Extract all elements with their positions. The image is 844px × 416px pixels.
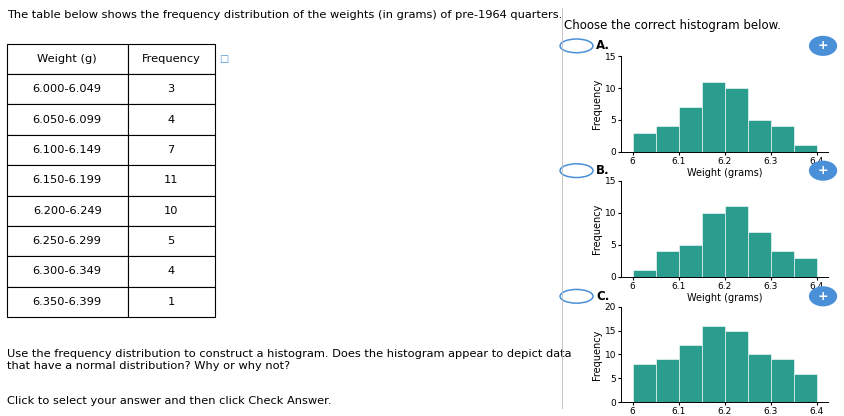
Bar xyxy=(127,196,214,226)
Bar xyxy=(7,226,127,256)
Bar xyxy=(7,287,127,317)
Text: +: + xyxy=(817,164,827,177)
Text: 5: 5 xyxy=(167,236,175,246)
Bar xyxy=(7,44,127,74)
Bar xyxy=(127,74,214,104)
X-axis label: Weight (grams): Weight (grams) xyxy=(686,168,761,178)
Bar xyxy=(793,146,815,152)
Text: Choose the correct histogram below.: Choose the correct histogram below. xyxy=(563,19,780,32)
Text: Click to select your answer and then click Check Answer.: Click to select your answer and then cli… xyxy=(7,396,331,406)
Bar xyxy=(7,74,127,104)
Bar xyxy=(770,251,793,277)
Bar xyxy=(724,330,747,402)
Bar xyxy=(770,126,793,152)
Bar xyxy=(127,287,214,317)
Text: 3: 3 xyxy=(167,84,175,94)
Text: 11: 11 xyxy=(164,175,178,186)
Bar xyxy=(678,345,701,402)
Text: Frequency: Frequency xyxy=(142,54,200,64)
Text: Use the frequency distribution to construct a histogram. Does the histogram appe: Use the frequency distribution to constr… xyxy=(7,349,571,371)
Bar xyxy=(724,206,747,277)
Text: 4: 4 xyxy=(167,114,175,125)
Bar xyxy=(7,256,127,287)
Bar xyxy=(7,104,127,135)
Text: 6.200-6.249: 6.200-6.249 xyxy=(33,206,101,216)
Bar xyxy=(747,354,770,402)
Bar xyxy=(701,213,724,277)
Text: 7: 7 xyxy=(167,145,175,155)
Bar xyxy=(632,364,655,402)
Bar xyxy=(7,165,127,196)
Bar xyxy=(747,120,770,152)
Circle shape xyxy=(808,286,836,306)
Bar xyxy=(678,245,701,277)
Bar xyxy=(127,256,214,287)
Bar xyxy=(655,126,678,152)
Circle shape xyxy=(808,36,836,56)
Text: 6.100-6.149: 6.100-6.149 xyxy=(33,145,101,155)
Text: B.: B. xyxy=(596,164,609,177)
Text: 6.150-6.199: 6.150-6.199 xyxy=(33,175,101,186)
Text: The table below shows the frequency distribution of the weights (in grams) of pr: The table below shows the frequency dist… xyxy=(7,10,561,20)
Text: 6.000-6.049: 6.000-6.049 xyxy=(33,84,101,94)
Bar xyxy=(7,196,127,226)
Bar xyxy=(678,107,701,152)
Y-axis label: Frequency: Frequency xyxy=(592,79,601,129)
Circle shape xyxy=(808,161,836,181)
Bar xyxy=(655,251,678,277)
Text: +: + xyxy=(817,40,827,52)
Bar xyxy=(127,135,214,165)
Bar xyxy=(701,82,724,152)
Text: C.: C. xyxy=(596,290,609,303)
X-axis label: Weight (grams): Weight (grams) xyxy=(686,293,761,303)
Bar xyxy=(127,226,214,256)
Text: □: □ xyxy=(219,54,228,64)
Text: 6.250-6.299: 6.250-6.299 xyxy=(33,236,101,246)
Text: 1: 1 xyxy=(167,297,175,307)
Bar xyxy=(770,359,793,402)
Text: Weight (g): Weight (g) xyxy=(37,54,97,64)
Text: 10: 10 xyxy=(164,206,178,216)
Bar xyxy=(127,104,214,135)
Bar xyxy=(724,88,747,152)
Y-axis label: Frequency: Frequency xyxy=(592,203,601,254)
Bar xyxy=(747,232,770,277)
Text: 6.300-6.349: 6.300-6.349 xyxy=(33,266,101,277)
Bar xyxy=(632,133,655,152)
Bar xyxy=(127,44,214,74)
Text: 6.050-6.099: 6.050-6.099 xyxy=(33,114,101,125)
Text: +: + xyxy=(817,290,827,303)
Bar xyxy=(793,374,815,402)
Bar xyxy=(632,270,655,277)
Bar xyxy=(127,165,214,196)
Bar xyxy=(793,258,815,277)
Text: 4: 4 xyxy=(167,266,175,277)
Bar xyxy=(655,359,678,402)
Y-axis label: Frequency: Frequency xyxy=(592,329,601,380)
Text: 6.350-6.399: 6.350-6.399 xyxy=(33,297,101,307)
Bar xyxy=(701,326,724,402)
Bar xyxy=(7,135,127,165)
Text: A.: A. xyxy=(596,40,609,52)
